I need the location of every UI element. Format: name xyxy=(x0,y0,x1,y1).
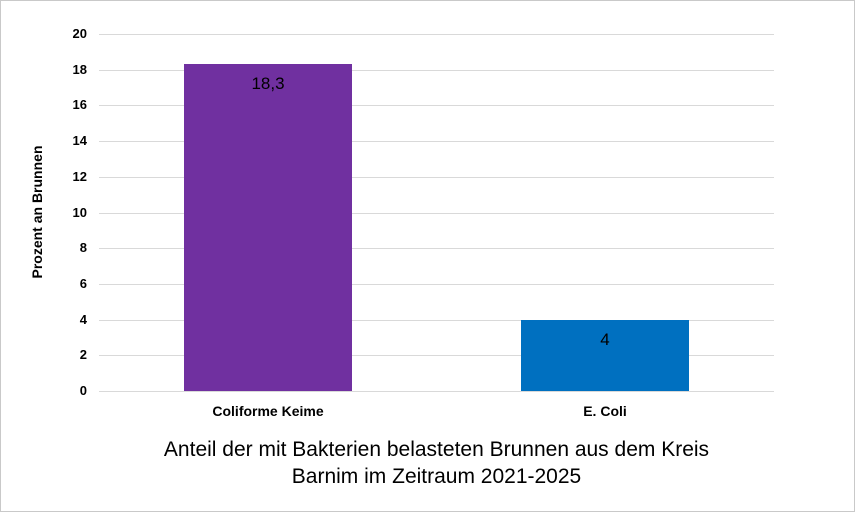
gridline-y-10 xyxy=(99,213,774,214)
chart-title-line-2: Barnim im Zeitraum 2021-2025 xyxy=(291,465,582,488)
gridline-y-20 xyxy=(99,34,774,35)
gridline-y-2 xyxy=(99,355,774,356)
bar-coliforme-keime: 18,3 xyxy=(184,64,352,391)
gridline-y-18 xyxy=(99,70,774,71)
x-category-label-coliforme-keime: Coliforme Keime xyxy=(212,403,324,419)
bar-value-label: 4 xyxy=(600,329,610,349)
gridline-y-12 xyxy=(99,177,774,178)
plot-area: 18,3 4 xyxy=(99,34,774,392)
y-tick-label-8: 8 xyxy=(79,240,87,255)
y-tick-label-18: 18 xyxy=(72,62,87,77)
gridline-y-0 xyxy=(99,391,774,392)
y-tick-label-2: 2 xyxy=(79,347,87,362)
gridline-y-6 xyxy=(99,284,774,285)
x-category-label-e-coli: E. Coli xyxy=(583,403,627,419)
gridline-y-14 xyxy=(99,141,774,142)
gridline-y-16 xyxy=(99,105,774,106)
y-tick-label-6: 6 xyxy=(79,276,87,291)
y-tick-label-12: 12 xyxy=(72,169,87,184)
chart-title: Anteil der mit Bakterien belasteten Brun… xyxy=(99,436,774,490)
y-tick-label-10: 10 xyxy=(72,205,87,220)
y-tick-label-14: 14 xyxy=(72,133,87,148)
y-tick-label-4: 4 xyxy=(79,312,87,327)
bar-value-label: 18,3 xyxy=(251,74,285,94)
bar-e-coli: 4 xyxy=(521,319,689,391)
chart-title-line-1: Anteil der mit Bakterien belasteten Brun… xyxy=(163,438,710,461)
gridline-y-4 xyxy=(99,320,774,321)
y-tick-label-20: 20 xyxy=(72,26,87,41)
y-tick-label-0: 0 xyxy=(79,383,87,398)
gridline-y-8 xyxy=(99,248,774,249)
y-tick-label-16: 16 xyxy=(72,97,87,112)
